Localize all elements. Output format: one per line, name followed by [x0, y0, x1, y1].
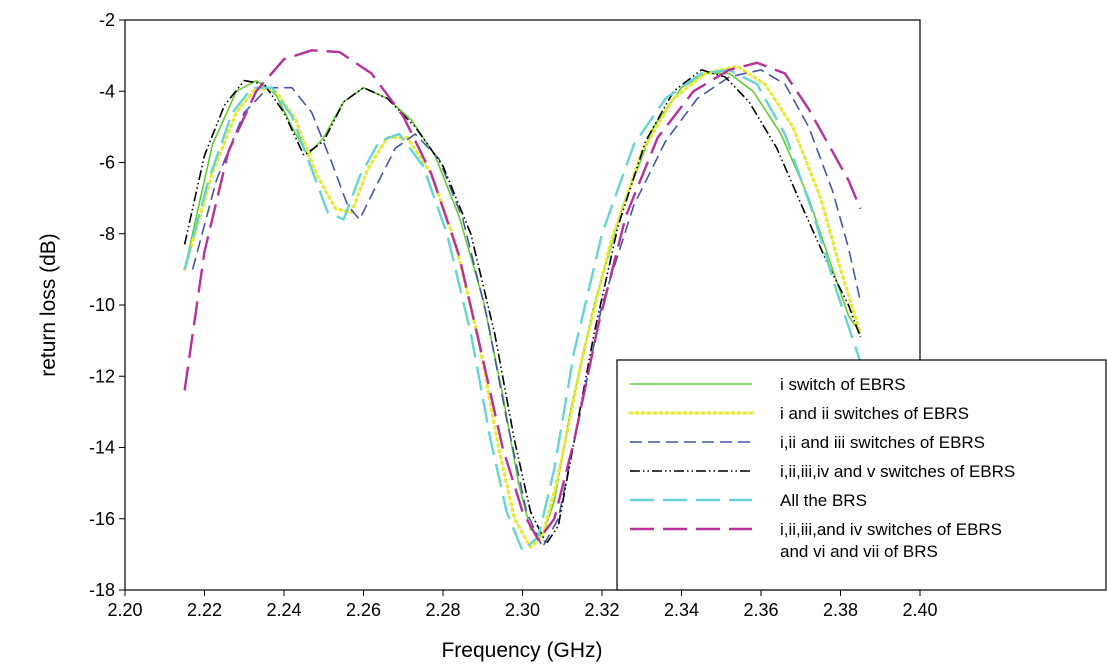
- series-line-6: [183, 49, 862, 542]
- y-tick-label: -8: [99, 224, 115, 244]
- y-tick-label: -16: [89, 509, 115, 529]
- y-tick-label: -6: [99, 153, 115, 173]
- legend-label-2: i and ii switches of EBRS: [780, 404, 969, 423]
- y-axis-title: return loss (dB): [37, 233, 60, 377]
- x-tick-label: 2.26: [346, 600, 381, 620]
- x-tick-label: 2.22: [187, 600, 222, 620]
- y-tick-label: -4: [99, 81, 115, 101]
- legend-label-4: i,ii,iii,iv and v switches of EBRS: [780, 462, 1015, 481]
- series-line-1: [183, 72, 862, 538]
- x-tick-label: 2.34: [664, 600, 699, 620]
- y-tick-label: -12: [89, 366, 115, 386]
- x-tick-label: 2.20: [107, 600, 142, 620]
- x-tick-label: 2.30: [505, 600, 540, 620]
- x-tick-label: 2.40: [902, 600, 937, 620]
- x-axis-title: Frequency (GHz): [441, 639, 602, 662]
- y-tick-label: -18: [89, 580, 115, 600]
- series-layer: [183, 49, 862, 552]
- y-axis: -2 -4 -6 -8 -10 -12 -14 -16 -18: [89, 10, 125, 600]
- x-tick-label: 2.38: [823, 600, 858, 620]
- x-axis: 2.20 2.22 2.24 2.26 2.28 2.30 2.32 2.34 2.36 2.38…: [107, 590, 938, 620]
- legend: i switch of EBRS i and ii switches of EBR…: [616, 359, 1107, 591]
- x-tick-label: 2.36: [743, 600, 778, 620]
- y-tick-label: -2: [99, 10, 115, 30]
- legend-label-6: i,ii,iii,and iv switches of EBRS: [780, 520, 1002, 539]
- legend-label-6: and vi and vii of BRS: [780, 542, 938, 561]
- x-tick-label: 2.24: [266, 600, 301, 620]
- series-line-2: [183, 64, 862, 549]
- x-tick-label: 2.32: [584, 600, 619, 620]
- legend-box: [616, 359, 1107, 591]
- y-tick-label: -10: [89, 295, 115, 315]
- y-tick-label: -14: [89, 438, 115, 458]
- x-tick-label: 2.28: [425, 600, 460, 620]
- legend-label-5: All the BRS: [780, 491, 867, 510]
- legend-label-3: i,ii and iii switches of EBRS: [780, 433, 985, 452]
- series-line-3: [191, 69, 862, 549]
- legend-label-1: i switch of EBRS: [780, 375, 906, 394]
